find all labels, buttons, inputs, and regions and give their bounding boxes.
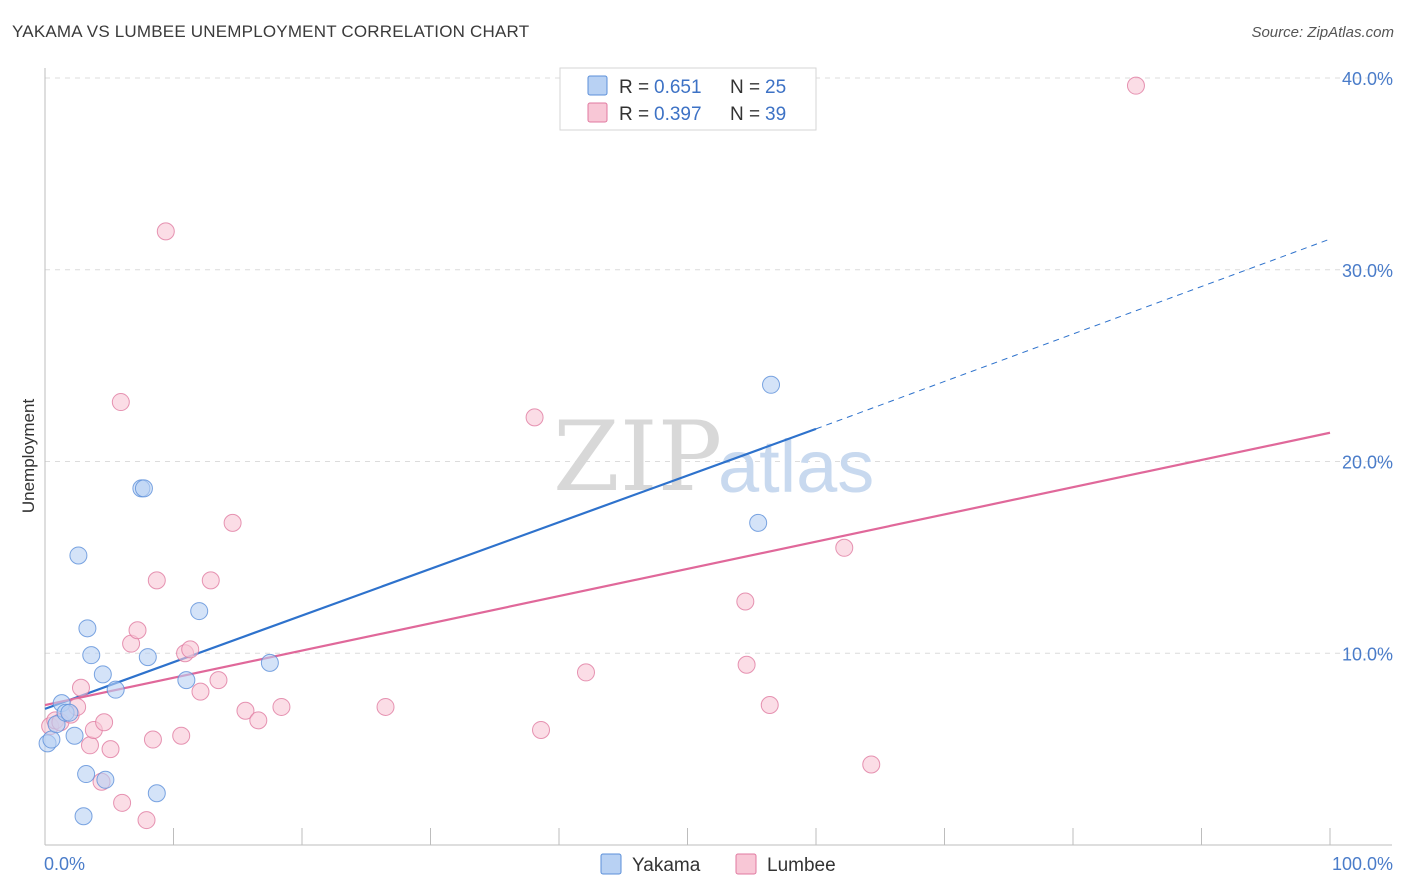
point-yakama: [147, 784, 166, 803]
point-lumbee: [156, 222, 175, 241]
y-tick-label: 40.0%: [1342, 69, 1393, 89]
x-tick-labels: 0.0% 100.0%: [44, 854, 1393, 874]
legend-r-value: 0.651: [654, 77, 702, 98]
point-lumbee: [525, 408, 544, 427]
series-legend-label-yakama: Yakama: [632, 855, 701, 876]
point-lumbee: [760, 696, 779, 715]
legend-r-value: 0.397: [654, 104, 702, 125]
point-yakama: [78, 619, 97, 638]
point-yakama: [77, 765, 96, 784]
grid: [45, 77, 1392, 654]
series-legend-label-lumbee: Lumbee: [767, 855, 836, 876]
point-yakama: [42, 730, 61, 749]
point-lumbee: [736, 592, 755, 611]
point-lumbee: [113, 793, 132, 812]
legend-n-label: N =: [730, 77, 760, 98]
point-lumbee: [532, 720, 551, 739]
point-lumbee: [111, 393, 130, 412]
trend-line-lumbee: [44, 431, 1331, 707]
point-lumbee: [249, 711, 268, 730]
point-yakama: [190, 602, 209, 621]
point-lumbee: [576, 663, 595, 682]
point-yakama: [96, 770, 115, 789]
point-lumbee: [376, 697, 395, 716]
legend-n-value: 39: [765, 104, 786, 125]
y-tick-label: 20.0%: [1342, 453, 1393, 473]
trend-line-yakama: [44, 427, 817, 710]
y-axis-label: Unemployment: [19, 399, 38, 514]
x-tick-label: 100.0%: [1332, 854, 1393, 874]
point-lumbee: [101, 740, 120, 759]
y-tick-label: 10.0%: [1342, 644, 1393, 664]
y-tick-labels: 10.0% 20.0% 30.0% 40.0%: [1342, 69, 1393, 664]
point-yakama: [69, 546, 88, 565]
point-lumbee: [272, 697, 291, 716]
point-yakama: [138, 648, 157, 667]
point-yakama: [93, 665, 112, 684]
point-yakama: [74, 807, 93, 826]
point-lumbee: [236, 701, 255, 720]
point-lumbee: [835, 538, 854, 557]
point-lumbee: [209, 671, 228, 690]
point-lumbee: [172, 726, 191, 745]
series-legend-swatch-yakama: [600, 853, 622, 875]
point-yakama: [260, 653, 279, 672]
point-yakama: [762, 375, 781, 394]
data-points: [38, 76, 1145, 830]
point-yakama: [134, 479, 153, 498]
point-lumbee: [181, 640, 200, 659]
series-legend-swatch-lumbee: [735, 853, 757, 875]
axes: [44, 68, 1392, 846]
point-yakama: [82, 646, 101, 665]
point-lumbee: [95, 713, 114, 732]
point-yakama: [60, 703, 79, 722]
point-lumbee: [128, 621, 147, 640]
chart-title: YAKAMA VS LUMBEE UNEMPLOYMENT CORRELATIO…: [12, 22, 530, 41]
point-lumbee: [71, 678, 90, 697]
point-lumbee: [223, 513, 242, 532]
point-lumbee: [201, 571, 220, 590]
legend-swatch-yakama: [587, 75, 608, 96]
point-yakama: [749, 513, 768, 532]
legend-r-label: R =: [619, 77, 649, 98]
trend-line-yakama-extension: [815, 238, 1331, 430]
series-legend: Yakama Lumbee: [600, 853, 836, 876]
trend-lines: [44, 238, 1331, 710]
point-lumbee: [862, 755, 881, 774]
legend-swatch-lumbee: [587, 102, 608, 123]
watermark: ZIP atlas: [553, 401, 874, 513]
correlation-legend: R = 0.651 N = 25 R = 0.397 N = 39: [559, 67, 817, 131]
legend-n-value: 25: [765, 77, 786, 98]
legend-n-label: N =: [730, 104, 760, 125]
point-yakama: [106, 680, 125, 699]
point-lumbee: [1126, 76, 1145, 95]
point-lumbee: [737, 655, 756, 674]
legend-r-label: R =: [619, 104, 649, 125]
x-tick-label: 0.0%: [44, 854, 85, 874]
y-tick-label: 30.0%: [1342, 261, 1393, 281]
point-lumbee: [143, 730, 162, 749]
watermark-zip: ZIP: [553, 401, 722, 513]
watermark-atlas: atlas: [718, 425, 874, 508]
point-lumbee: [137, 811, 156, 830]
point-yakama: [177, 671, 196, 690]
point-lumbee: [80, 736, 99, 755]
point-yakama: [65, 726, 84, 745]
point-lumbee: [191, 682, 210, 701]
source-label: Source: ZipAtlas.com: [1251, 24, 1394, 41]
point-lumbee: [147, 571, 166, 590]
